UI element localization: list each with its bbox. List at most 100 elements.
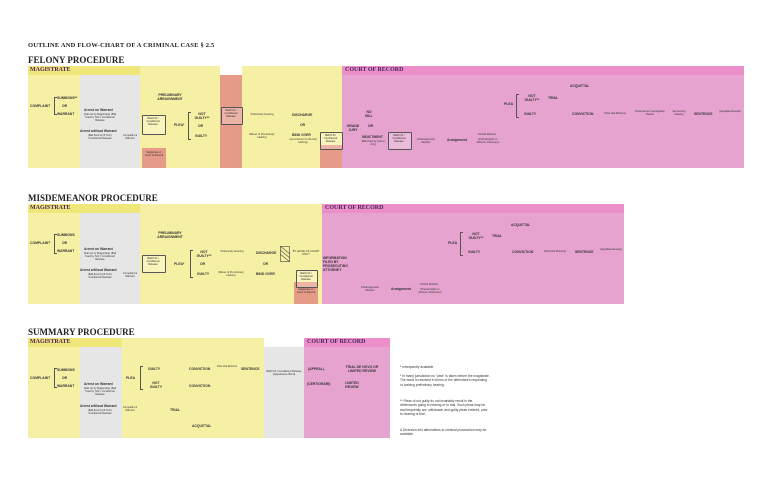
misd-magistrate-header: MAGISTRATE [30,205,71,211]
misd-or-2: OR [200,262,206,266]
summ-limited-review: LIMITED REVIEW [345,381,359,389]
felony-bail-box-1 [142,115,166,135]
summ-magistrate-header-bg [28,338,122,347]
felony-bail-box-4 [388,132,412,150]
misd-hatched-gate [280,246,290,262]
footnote-4: Δ Diversion into alternatives to crimina… [400,428,487,437]
felony-bracket-1 [54,97,57,115]
summ-court-band [304,338,390,438]
misd-bail-box-1 [142,255,166,273]
summ-court-header-bg [304,338,390,347]
misd-preliminary-hearing: Preliminary Hearing [220,250,244,253]
summ-magistrate-band-a [28,338,80,438]
misd-or-1: OR [62,241,68,245]
felony-indictment: INDICTMENT [362,135,383,139]
misd-appeal: (Appellate Review) [600,248,622,251]
misd-not-guilty: NOT GUILTY** [196,250,212,258]
felony-bind-over: BIND OVER [292,133,311,137]
misd-by-leave: BY LEAVE OF COURT ONLY* [292,250,320,257]
document-title: OUTLINE AND FLOW-CHART OF A CRIMINAL CAS… [28,42,215,49]
misd-warrant: WARRANT [57,249,75,253]
misd-bind-over: BIND OVER [256,272,275,276]
felony-or-4: OR [368,124,374,128]
felony-no-bill: NO BILL [365,110,373,118]
misd-trial: TRIAL [492,234,502,238]
felony-trial: TRIAL [548,96,558,100]
summ-arrest-without-warrant: Arrest without Warrant [80,404,117,408]
felony-appeal: (Appellate Review) [719,110,741,113]
misd-guilty-2: GUILTY [468,250,481,254]
misd-pretrial-sub: (Pretrial rights or Motions, Discovery) [418,288,442,295]
felony-bail-3: Bail/O.R./ Conditional Release [324,134,337,144]
felony-complaint-and-warrant: Complaint & Warrant [122,134,138,141]
misd-magistrate-header-bg [28,204,140,213]
summ-gray-band-a [80,347,122,438]
summ-conviction: CONVICTION [189,367,211,371]
summ-guilty: GUILTY [148,367,161,371]
felony-arraignment: Arraignment [447,138,468,142]
felony-salmon-band-2 [320,145,342,168]
misd-prearraignment: Prearraignment Motions [361,286,379,293]
felony-arrest-without-warrant-sub: (Bail fixed by B.N.R.) Conditional Relea… [87,134,113,141]
felony-bail-box-2 [221,107,243,125]
felony-bail-box-3 [320,132,343,150]
footnote-3: ** Pleas of not guilty do not invariably… [400,399,488,417]
misd-post-trial: (Post-trial Motions) [544,250,566,253]
misd-not-guilty-2: NOT GUILTY** [468,232,484,240]
misd-arrest-without-warrant-sub: (Bail fixed by B.N.R.) Conditional Relea… [87,273,113,280]
felony-summons: SUMMONS** [57,96,78,100]
misd-magistrate-or-court: Magistrate or Court of Record [296,288,316,295]
summ-certiorari: (CERTIORARI) [307,382,331,386]
felony-grand-jury: GRAND JURY [346,124,360,132]
summ-arrest-without-warrant-sub: (Bail fixed by B.N.R.) Conditional Relea… [87,409,113,416]
misd-plea: PLEA* [174,262,185,266]
summ-arrest-on-warrant: Arrest on Warrant [84,382,113,386]
misd-guilty: GUILTY [197,272,210,276]
felony-warrant: WARRANT [57,112,75,116]
misd-waiver: Waiver of Pre-liminary Hearing [218,271,244,278]
felony-not-guilty-2: NOT GUILTY** [524,94,540,102]
misd-discharge: DISCHARGE [256,251,277,255]
summ-bracket-1 [54,368,57,388]
misd-preliminary-arraignment: PRELIMINARY ARRAIGNMENT [157,231,183,239]
misd-arrest-on-warrant-sub: (bail set by Magistrate) (Bail fixed by … [83,252,117,262]
summ-summons: SUMMONS [57,368,75,372]
summ-arrest-on-warrant-sub: (bail set by Magistrate) (Bail fixed by … [83,387,117,397]
summ-section-title: SUMMARY PROCEDURE [28,327,135,337]
felony-or-3: OR [300,123,306,127]
felony-section-title: FELONY PROCEDURE [28,55,125,65]
summ-appeal: (APPEAL) [308,367,325,371]
felony-discharge: DISCHARGE [292,113,313,117]
misd-information: INFORMATION FILED BY PROSECUTING ATTORNE… [323,256,348,272]
felony-plea: PLEA* [174,123,185,127]
felony-sentence: SENTENCE [694,112,713,116]
summ-not-guilty: NOT GUILTY [149,381,163,389]
felony-prearraignment: Prearraignment Motions [417,138,435,145]
misd-complaint: COMPLAINT [30,241,51,245]
misd-pretrial: Pretrial Motions [419,283,439,286]
misd-bracket-1 [54,234,57,254]
summ-plea: PLEA [126,376,136,380]
felony-guilty-2: GUILTY [524,112,537,116]
felony-arrest-on-warrant: Arrest on Warrant [84,108,113,112]
felony-magistrate-or-court: Magistrate or Court of Record [144,151,164,158]
misd-arrest-without-warrant: Arrest without Warrant [80,268,117,272]
summ-or-1: OR [62,376,68,380]
misd-court-header-bg [322,204,624,213]
felony-arrest-on-warrant-sub: (bail set by Magistrate) (Bail fixed by … [83,113,117,123]
misd-summons: SUMMONS [57,233,75,237]
felony-pretrial-sub: (Pretrial rights or Motions, Discovery) [476,138,500,145]
misd-gray-band [80,213,140,304]
summ-gray-band-b [264,347,304,438]
felony-court-header-bg [342,66,744,75]
felony-conviction: CONVICTION [572,112,594,116]
misd-magistrate-band-a [28,204,80,304]
footnote-2: * In many jurisdiction no "plea" is take… [400,374,490,387]
felony-indictment-sub: (Bail fixed by Grand Jury) [361,140,385,147]
felony-salmon-band-3 [142,148,166,168]
felony-bail-4: Bail/O.R./ Conditional Release [392,134,406,144]
misd-acquittal: ACQUITTAL [511,223,531,227]
summ-conviction-2: CONVICTION [189,384,211,388]
felony-salmon-band [220,75,242,168]
felony-gray-band [80,75,140,168]
